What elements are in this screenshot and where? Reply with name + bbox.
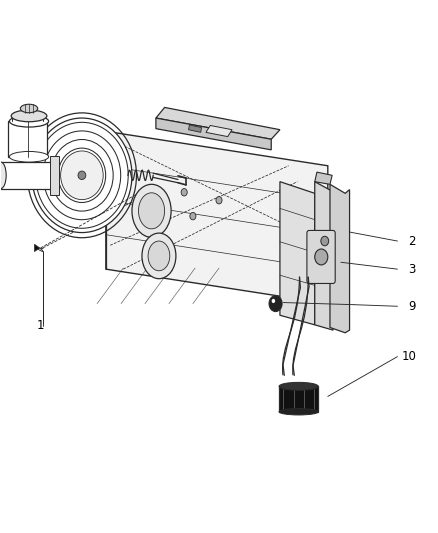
Ellipse shape bbox=[148, 241, 170, 271]
Circle shape bbox=[269, 296, 282, 312]
Polygon shape bbox=[8, 121, 47, 157]
Text: 2: 2 bbox=[408, 235, 416, 247]
Text: 10: 10 bbox=[402, 350, 417, 363]
Ellipse shape bbox=[0, 162, 6, 189]
Polygon shape bbox=[50, 156, 59, 195]
Circle shape bbox=[216, 197, 222, 204]
Ellipse shape bbox=[138, 193, 165, 229]
Circle shape bbox=[272, 299, 275, 303]
Polygon shape bbox=[1, 162, 54, 189]
FancyBboxPatch shape bbox=[307, 230, 335, 284]
Ellipse shape bbox=[10, 151, 49, 162]
Ellipse shape bbox=[279, 409, 318, 415]
Polygon shape bbox=[156, 108, 280, 139]
Ellipse shape bbox=[60, 151, 103, 200]
Text: 9: 9 bbox=[408, 300, 416, 313]
Text: 1: 1 bbox=[37, 319, 45, 333]
Circle shape bbox=[181, 189, 187, 196]
Circle shape bbox=[190, 213, 196, 220]
Polygon shape bbox=[315, 172, 332, 184]
Ellipse shape bbox=[32, 118, 132, 232]
Polygon shape bbox=[280, 182, 315, 325]
Polygon shape bbox=[188, 125, 201, 132]
Ellipse shape bbox=[10, 115, 49, 127]
Ellipse shape bbox=[315, 249, 328, 265]
Ellipse shape bbox=[132, 184, 171, 237]
Text: 3: 3 bbox=[408, 263, 416, 276]
Ellipse shape bbox=[20, 104, 38, 113]
Ellipse shape bbox=[321, 236, 328, 246]
Polygon shape bbox=[206, 125, 232, 136]
Ellipse shape bbox=[78, 171, 86, 180]
Polygon shape bbox=[156, 118, 271, 150]
Polygon shape bbox=[330, 184, 350, 333]
Polygon shape bbox=[279, 386, 318, 412]
Ellipse shape bbox=[142, 233, 176, 279]
Polygon shape bbox=[315, 182, 333, 330]
Ellipse shape bbox=[11, 110, 47, 122]
Polygon shape bbox=[106, 131, 328, 304]
Ellipse shape bbox=[279, 382, 318, 390]
